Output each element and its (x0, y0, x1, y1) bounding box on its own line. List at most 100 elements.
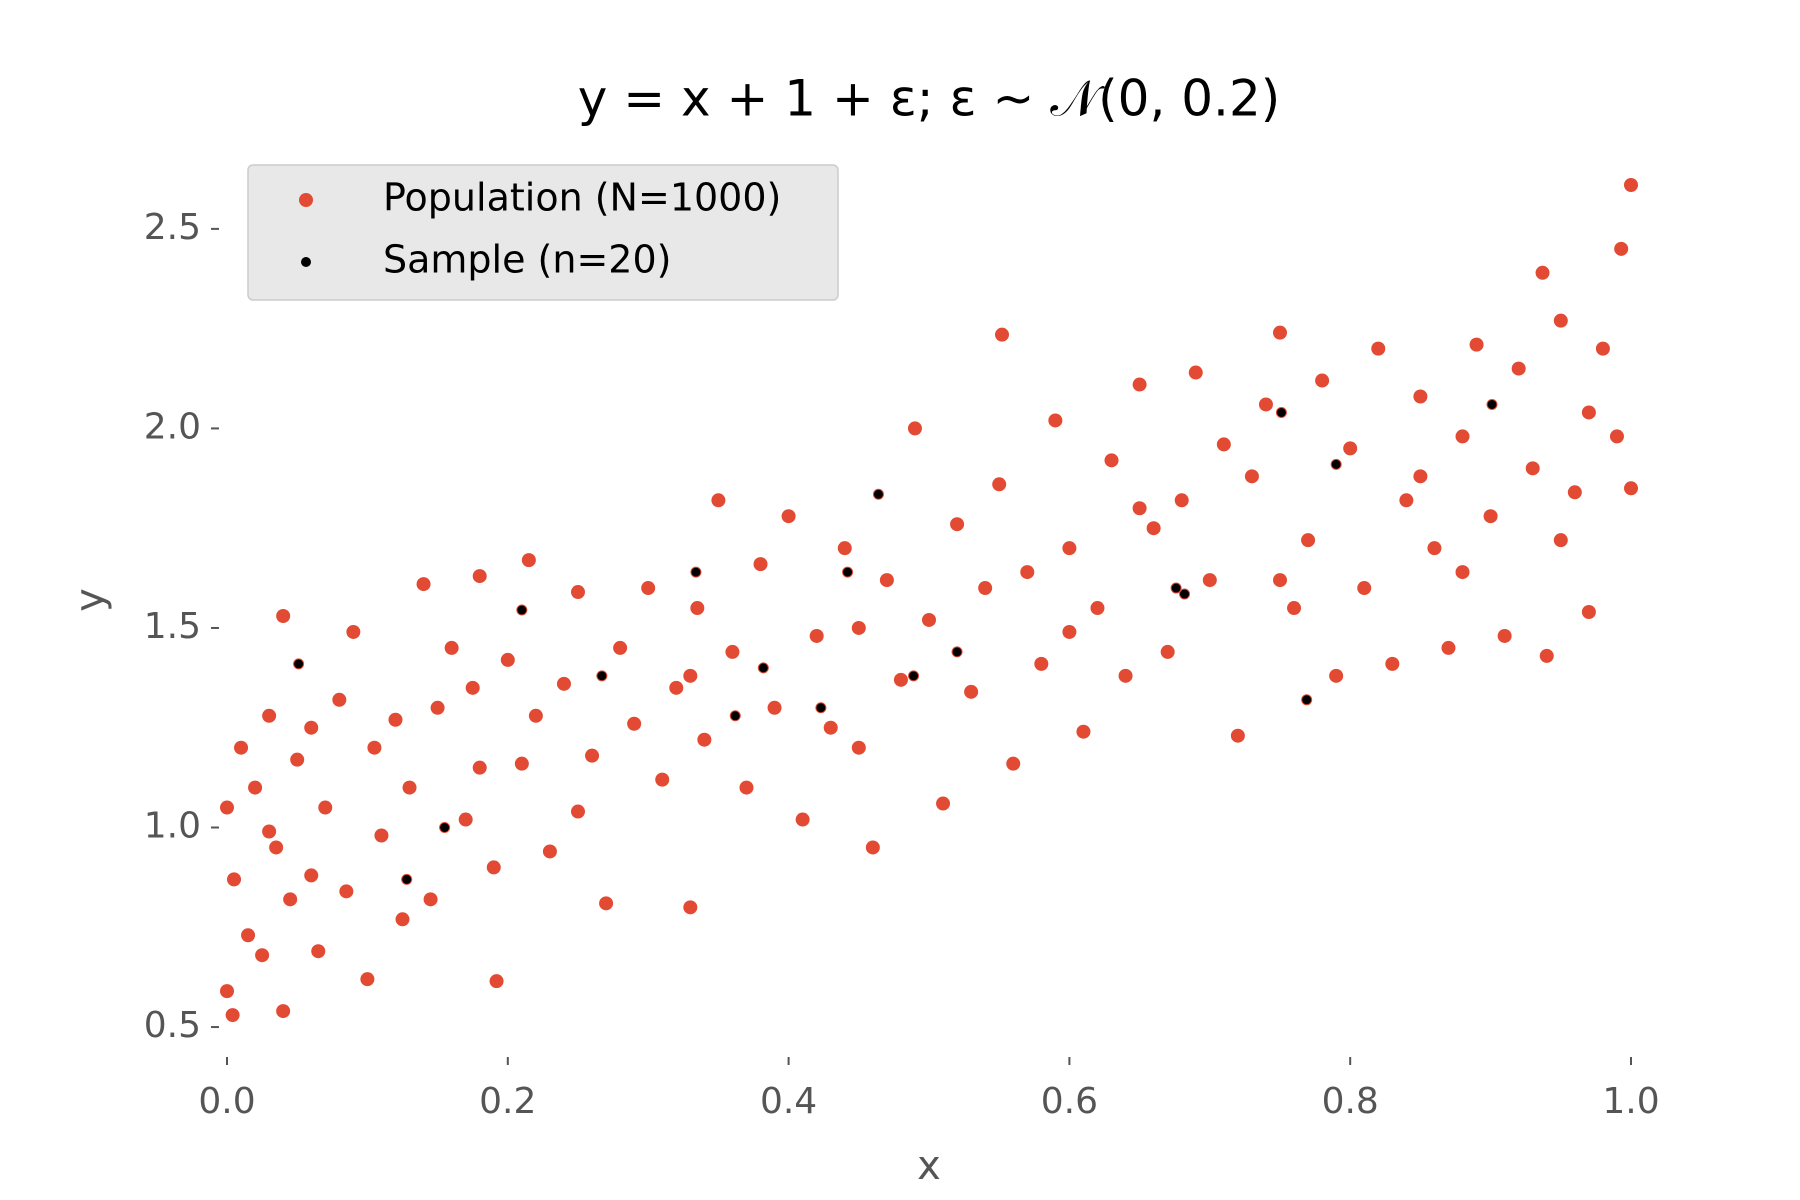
population-point (767, 700, 782, 715)
population-point (1497, 628, 1512, 643)
sample-point (690, 566, 702, 578)
population-point (1511, 361, 1526, 376)
population-point (1273, 325, 1287, 340)
population-point (360, 972, 375, 987)
sample-point (1486, 398, 1498, 410)
population-point (1595, 341, 1610, 356)
sample-point (401, 873, 413, 885)
population-point (1609, 429, 1624, 444)
population-point (304, 720, 319, 735)
y-axis-label: y (67, 588, 113, 612)
x-tick-label: 1.0 (1602, 1081, 1659, 1122)
population-point (304, 868, 319, 883)
population-point (1062, 541, 1077, 556)
population-point (262, 824, 277, 839)
population-point (500, 652, 515, 667)
population-point (1441, 640, 1456, 655)
sample-point (842, 566, 854, 578)
sample-point (951, 646, 963, 658)
population-point (739, 780, 754, 795)
population-point (1553, 313, 1568, 328)
population-point (1230, 728, 1245, 743)
population-point (1329, 668, 1344, 683)
population-point (697, 732, 712, 747)
sample-point (872, 488, 884, 500)
population-point (1455, 565, 1470, 580)
population-point (1483, 509, 1498, 524)
population-point (978, 581, 993, 596)
population-point (1090, 601, 1105, 616)
population-point (255, 948, 270, 963)
population-point (1413, 469, 1428, 484)
population-point (430, 700, 445, 715)
population-point (683, 900, 698, 915)
population-point (311, 944, 326, 959)
population-point (514, 756, 529, 771)
population-point (1469, 337, 1484, 352)
population-point (521, 553, 536, 568)
population-point (936, 796, 951, 811)
population-point (1581, 605, 1596, 620)
y-tick-label: 1.5 (144, 606, 201, 647)
population-point (1315, 373, 1330, 388)
population-point (655, 772, 670, 787)
sample-point (1330, 458, 1342, 470)
population-point (683, 668, 698, 683)
population-point (1006, 756, 1021, 771)
population-point (269, 840, 284, 855)
sample-point (439, 822, 451, 834)
population-point (395, 912, 410, 927)
population-point (1188, 365, 1203, 380)
population-point (1132, 501, 1147, 516)
population-point (1273, 573, 1287, 588)
legend-label: Population (N=1000) (383, 176, 781, 220)
population-point (1244, 469, 1259, 484)
population-point (227, 872, 242, 887)
chart-title: y = x + 1 + ε; ε ~ 𝒩(0, 0.2) (578, 70, 1281, 128)
population-point (1301, 533, 1316, 548)
population-point (283, 892, 298, 907)
x-tick-label: 0.0 (198, 1081, 255, 1122)
sample-point (596, 670, 608, 682)
sample-point (815, 702, 827, 714)
population-point (992, 477, 1007, 492)
population-point (276, 1004, 291, 1019)
y-tick-label: 1.0 (144, 806, 201, 847)
population-point (1567, 485, 1582, 500)
population-point (851, 740, 866, 755)
population-point (1357, 581, 1372, 596)
population-point (809, 628, 824, 643)
y-tick-label: 0.5 (144, 1005, 201, 1046)
population-point (795, 812, 810, 827)
population-point (1062, 624, 1077, 639)
x-tick-label: 0.4 (760, 1081, 817, 1122)
population-point (220, 984, 234, 999)
x-axis-label: x (917, 1143, 941, 1189)
population-point (444, 640, 459, 655)
population-point (1614, 241, 1629, 256)
population-point (1132, 377, 1147, 392)
population-point (1624, 481, 1638, 496)
population-point (465, 680, 480, 695)
sample-point (293, 658, 305, 670)
population-point (1216, 437, 1231, 452)
population-point (234, 740, 249, 755)
population-point (542, 844, 557, 859)
population-point (893, 672, 908, 687)
population-point (571, 804, 585, 819)
population-point (781, 509, 796, 524)
population-point (332, 692, 347, 707)
population-point (367, 740, 382, 755)
population-point (1553, 533, 1568, 548)
population-point (318, 800, 333, 815)
population-point (1525, 461, 1540, 476)
population-point (950, 517, 965, 532)
population-point (753, 557, 768, 572)
population-point (627, 716, 642, 731)
population-point (346, 624, 361, 639)
population-point (1258, 397, 1273, 412)
population-point (1174, 493, 1189, 508)
population-point (1624, 177, 1638, 192)
population-point (1343, 441, 1358, 456)
